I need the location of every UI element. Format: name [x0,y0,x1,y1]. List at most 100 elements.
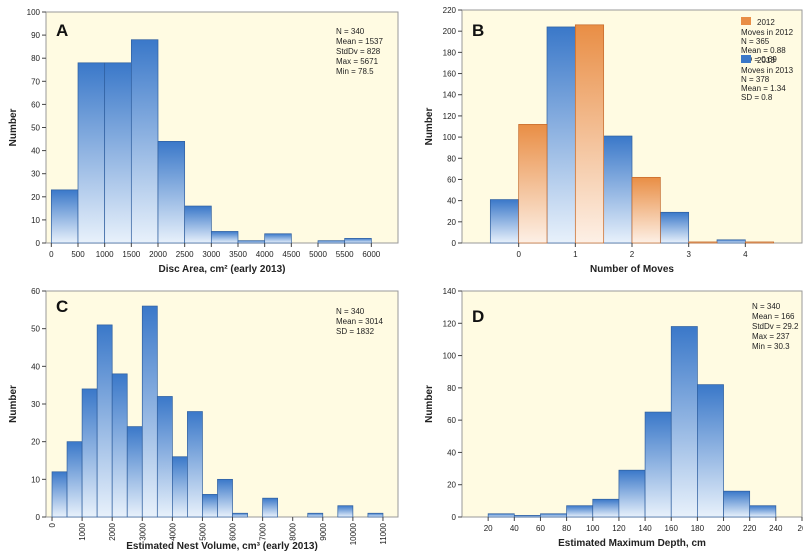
y-tick-label: 30 [31,170,40,179]
x-tick-label: 3 [686,250,691,259]
y-tick-label: 50 [31,124,40,133]
histogram-bar [487,513,515,518]
x-tick-label: 26 [798,524,803,533]
y-tick-label: 100 [443,133,457,142]
y-tick-label: 140 [443,287,457,296]
bar-2013-2 [603,135,633,244]
x-tick-label: 140 [638,524,652,533]
x-tick-label: 100 [586,524,600,533]
x-tick-label: 6000 [362,250,380,259]
x-axis-label: Number of Moves [590,264,674,275]
histogram-bar [202,494,218,518]
histogram-bar [749,505,777,518]
y-tick-label: 60 [31,100,40,109]
histogram-bar [77,62,106,244]
y-tick-label: 70 [31,77,40,86]
histogram-bar [513,515,541,518]
y-tick-label: 0 [36,239,41,248]
bar-2012-1 [574,24,605,244]
bar-2012-3 [688,241,718,244]
x-tick-label: 0 [516,250,521,259]
x-tick-label: 220 [743,524,757,533]
x-tick-label: 180 [691,524,705,533]
x-tick-label: 8000 [289,522,298,540]
x-tick-label: 80 [562,524,571,533]
legend-label-2012: 2012 [757,18,775,27]
y-tick-label: 20 [447,218,456,227]
legend-swatch-2013 [741,55,751,63]
y-tick-label: 60 [447,416,456,425]
x-tick-label: 1000 [96,250,114,259]
histogram-bar [644,411,672,518]
histogram-bar [217,478,233,518]
y-tick-label: 90 [31,31,40,40]
histogram-bar [187,411,203,518]
histogram-bar [157,141,186,244]
panel-letter: C [56,297,68,316]
histogram-bar [262,497,279,518]
x-tick-label: 160 [665,524,679,533]
histogram-bar [723,490,751,518]
stat-line: N = 340 [752,302,781,311]
bar-2013-1 [546,26,576,244]
x-tick-label: 4 [743,250,748,259]
y-tick-label: 160 [443,70,457,79]
x-tick-label: 5000 [198,522,207,540]
y-tick-label: 80 [447,384,456,393]
bar-2013-4 [716,239,746,244]
x-tick-label: 1 [573,250,578,259]
stat-line: N = 340 [336,27,365,36]
y-tick-label: 80 [31,54,40,63]
stat-line: Min = 30.3 [752,342,790,351]
y-tick-label: 80 [447,154,456,163]
x-tick-label: 10000 [349,522,358,545]
x-tick-label: 20 [484,524,493,533]
bar-2013-3 [659,211,690,244]
x-tick-label: 0 [48,522,57,527]
x-tick-label: 4500 [282,250,300,259]
histogram-bar [618,469,646,518]
y-tick-label: 40 [447,448,456,457]
stat-line: Mean = 1537 [336,37,383,46]
histogram-bar [317,240,346,244]
x-tick-label: 240 [769,524,783,533]
histogram-bar [566,505,594,518]
legend-stat-line: Mean = 1.34 [741,84,786,93]
histogram-bar [264,233,292,244]
histogram-bar [66,441,83,518]
legend-stat-line: Moves in 2013 [741,66,794,75]
y-tick-label: 0 [36,513,41,522]
x-tick-label: 3500 [229,250,247,259]
y-tick-label: 40 [31,362,40,371]
x-tick-label: 2500 [176,250,194,259]
histogram-bar [344,238,372,244]
histogram-bar [81,388,98,518]
x-tick-label: 9000 [319,522,328,540]
stat-line: Min = 78.5 [336,67,374,76]
stat-line: Max = 5671 [336,57,379,66]
legend-stat-line: N = 378 [741,75,770,84]
histogram-bar [337,505,354,518]
x-tick-label: 2000 [108,522,117,540]
panel-letter: A [56,21,68,40]
x-tick-label: 1000 [78,522,87,540]
y-tick-label: 50 [31,325,40,334]
bar-2012-4 [744,241,775,244]
y-tick-label: 30 [31,400,40,409]
x-tick-label: 120 [612,524,626,533]
histogram-bar [141,305,158,518]
histogram-bar [232,512,248,518]
x-tick-label: 6000 [229,522,238,540]
histogram-bar [307,512,324,518]
x-tick-label: 4000 [168,522,177,540]
x-tick-label: 5500 [336,250,354,259]
stat-line: StdDv = 29.2 [752,322,799,331]
y-tick-label: 60 [31,287,40,296]
histogram-bar [184,205,212,244]
bar-2012-2 [631,176,661,244]
y-tick-label: 40 [447,197,456,206]
y-tick-label: 20 [31,193,40,202]
y-axis-label: Number [424,108,435,146]
y-tick-label: 140 [443,91,457,100]
